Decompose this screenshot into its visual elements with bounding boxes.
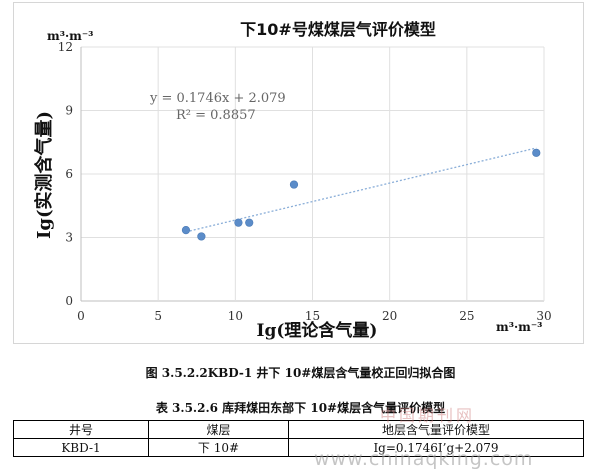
trendline-r-squared: R² = 0.8857 bbox=[176, 108, 256, 123]
x-tick-label: 30 bbox=[536, 309, 551, 323]
trendline bbox=[185, 147, 537, 233]
y-tick-label: 12 bbox=[58, 40, 73, 54]
watermark-url: www.chinaqking.com bbox=[314, 448, 534, 470]
x-tick-label: 0 bbox=[77, 309, 85, 323]
y-axis-label: Ig(实测含气量) bbox=[33, 111, 55, 239]
table-header-cell: 井号 bbox=[13, 420, 149, 439]
chart-frame: 0 3 6 9 12 0 5 10 15 20 25 30 下10#号煤煤层气评价模型 m³·m⁻³ … bbox=[13, 2, 584, 344]
chart-title: 下10#号煤煤层气评价模型 bbox=[240, 20, 436, 39]
table-cell: KBD-1 bbox=[13, 438, 149, 457]
data-point bbox=[181, 225, 191, 235]
evaluation-model-table: 井号 煤层 地层含气量评价模型 KBD-1 下 10# Ig=0.1746I’g… bbox=[13, 420, 584, 457]
x-tick-label: 10 bbox=[228, 309, 243, 323]
data-point bbox=[245, 218, 254, 227]
y-tick-label: 6 bbox=[65, 167, 73, 181]
watermark-chinese: 中国期刊网 bbox=[380, 406, 476, 425]
table-header-cell: 地层含气量评价模型 bbox=[288, 420, 584, 439]
table-row: KBD-1 下 10# Ig=0.1746I’g+2.079 bbox=[13, 438, 584, 457]
x-axis-unit: m³·m⁻³ bbox=[496, 320, 542, 334]
data-point bbox=[197, 232, 206, 241]
table-cell: Ig=0.1746I’g+2.079 bbox=[288, 438, 584, 457]
x-tick-label: 15 bbox=[305, 309, 320, 323]
y-axis-unit: m³·m⁻³ bbox=[47, 29, 93, 43]
y-tick-label: 0 bbox=[65, 294, 73, 308]
table-header-row: 井号 煤层 地层含气量评价模型 bbox=[13, 420, 584, 439]
y-tick-label: 9 bbox=[65, 104, 73, 118]
table-cell: 下 10# bbox=[148, 438, 289, 457]
data-point bbox=[289, 180, 299, 189]
figure-caption: 图 3.5.2.2KBD-1 井下 10#煤层含气量校正回归拟合图 bbox=[145, 366, 456, 380]
x-tick-label: 20 bbox=[382, 309, 397, 323]
table-header-cell: 煤层 bbox=[148, 420, 289, 439]
y-tick-label: 3 bbox=[65, 231, 73, 245]
x-axis-label: Ig(理论含气量) bbox=[257, 320, 378, 341]
table-caption: 表 3.5.2.6 库拜煤田东部下 10#煤层含气量评价模型 bbox=[155, 401, 446, 415]
trendline-equation: y = 0.1746x + 2.079 bbox=[149, 91, 286, 106]
data-point bbox=[532, 148, 541, 157]
data-point bbox=[234, 218, 243, 227]
x-tick-label: 25 bbox=[459, 309, 474, 323]
x-tick-label: 5 bbox=[154, 309, 162, 323]
